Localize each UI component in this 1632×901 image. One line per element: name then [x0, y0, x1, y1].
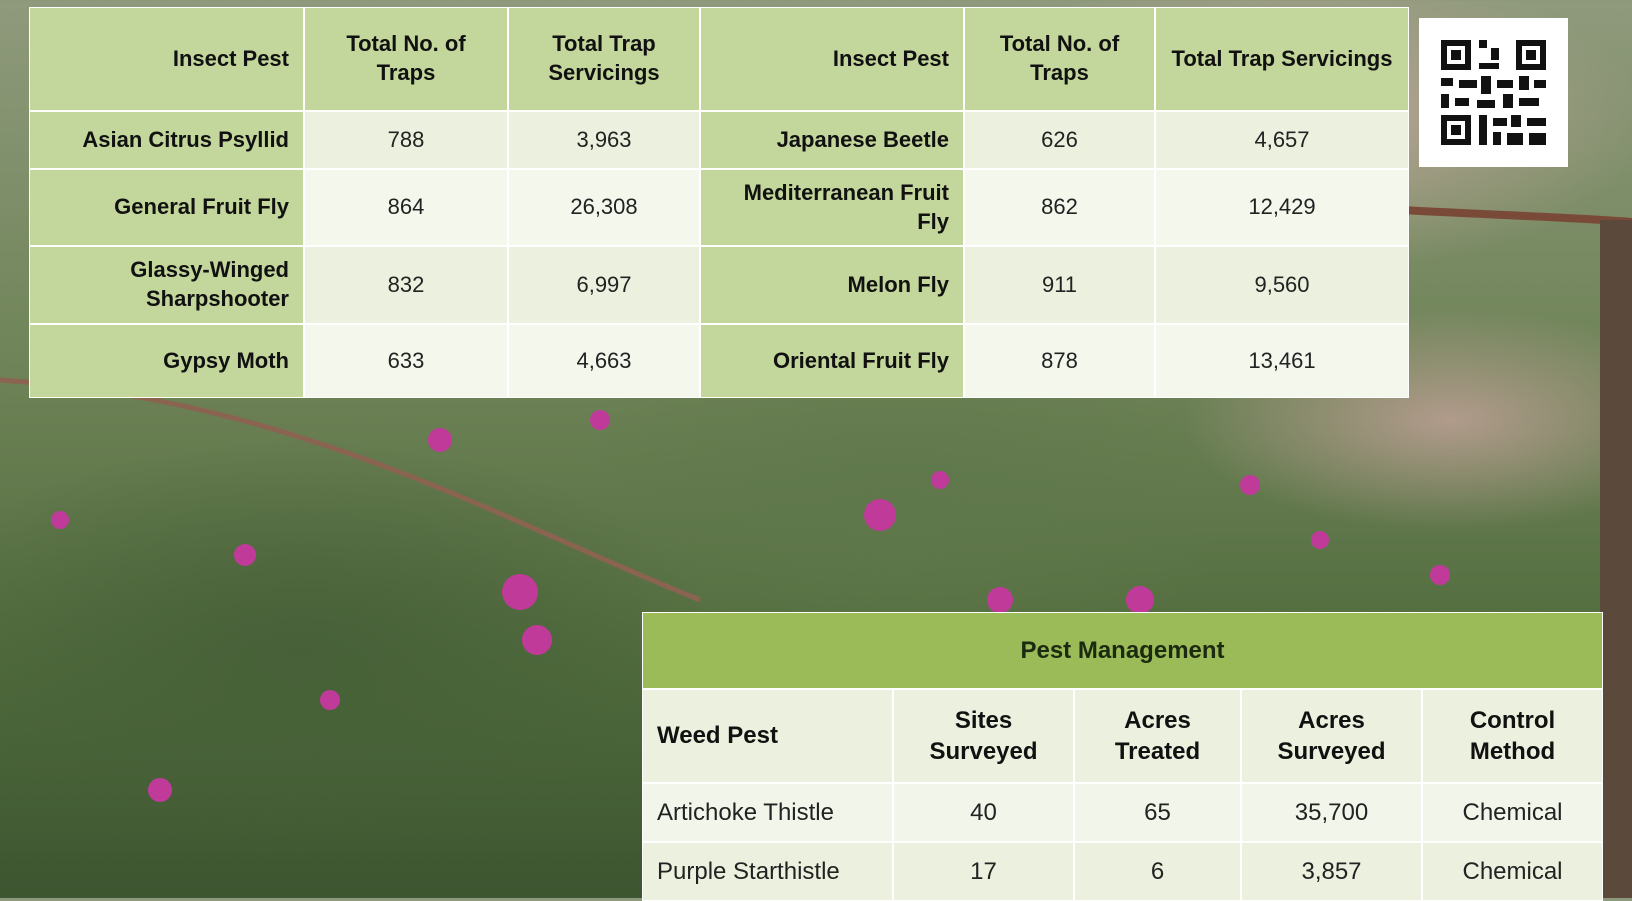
value-cell: 3,963 [508, 111, 700, 169]
value-cell: 633 [304, 324, 508, 398]
value-cell: 6 [1074, 842, 1241, 901]
qr-image [1419, 18, 1568, 167]
header-cell: Total No. of Traps [964, 7, 1155, 111]
value-cell: 26,308 [508, 169, 700, 246]
header-cell: Sites Surveyed [893, 689, 1074, 783]
pest-name: Oriental Fruit Fly [700, 324, 964, 398]
pest-name: Melon Fly [700, 246, 964, 324]
value-cell: 6,997 [508, 246, 700, 324]
header-cell: Control Method [1422, 689, 1603, 783]
header-cell: Insect Pest [700, 7, 964, 111]
value-cell: 40 [893, 783, 1074, 842]
value-cell: 13,461 [1155, 324, 1409, 398]
pest-name: Asian Citrus Psyllid [29, 111, 304, 169]
value-cell: Chemical [1422, 842, 1603, 901]
qr-code[interactable] [1419, 18, 1568, 167]
header-cell: Total Trap Servicings [508, 7, 700, 111]
value-cell: 4,663 [508, 324, 700, 398]
value-cell: 35,700 [1241, 783, 1422, 842]
value-cell: 3,857 [1241, 842, 1422, 901]
header-cell: Weed Pest [642, 689, 893, 783]
header-cell: Total Trap Servicings [1155, 7, 1409, 111]
value-cell: 4,657 [1155, 111, 1409, 169]
value-cell: 9,560 [1155, 246, 1409, 324]
pest-name: Artichoke Thistle [642, 783, 893, 842]
value-cell: 832 [304, 246, 508, 324]
value-cell: 12,429 [1155, 169, 1409, 246]
header-cell: Insect Pest [29, 7, 304, 111]
value-cell: 626 [964, 111, 1155, 169]
header-cell: Acres Treated [1074, 689, 1241, 783]
value-cell: 65 [1074, 783, 1241, 842]
value-cell: 864 [304, 169, 508, 246]
barbed-wire [1400, 210, 1632, 222]
value-cell: 878 [964, 324, 1155, 398]
header-cell: Total No. of Traps [304, 7, 508, 111]
table-title: Pest Management [642, 612, 1603, 689]
header-cell: Acres Surveyed [1241, 689, 1422, 783]
pest-name: Glassy-Winged Sharpshooter [29, 246, 304, 324]
pest-name: Mediterranean Fruit Fly [700, 169, 964, 246]
value-cell: 862 [964, 169, 1155, 246]
page: Insect PestTotal No. of TrapsTotal Trap … [0, 0, 1632, 898]
value-cell: 911 [964, 246, 1155, 324]
value-cell: 788 [304, 111, 508, 169]
fence-post [1600, 220, 1632, 898]
value-cell: Chemical [1422, 783, 1603, 842]
title-row: Pest Management [642, 612, 1603, 689]
pest-name: Japanese Beetle [700, 111, 964, 169]
pest-name: Purple Starthistle [642, 842, 893, 901]
pest-name: Gypsy Moth [29, 324, 304, 398]
pest-name: General Fruit Fly [29, 169, 304, 246]
value-cell: 17 [893, 842, 1074, 901]
